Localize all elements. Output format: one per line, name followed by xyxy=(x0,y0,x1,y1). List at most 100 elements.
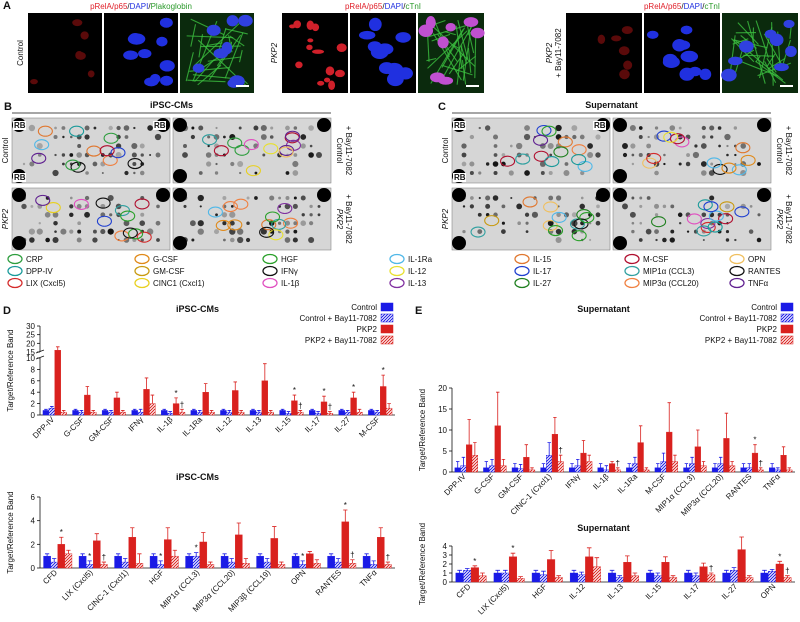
error-bar xyxy=(556,575,561,578)
spot-circle xyxy=(35,194,51,206)
blot-spot xyxy=(701,170,707,176)
bar xyxy=(546,455,553,473)
blot-spot xyxy=(229,237,235,243)
error-bar xyxy=(168,411,172,414)
reference-spot xyxy=(596,188,610,202)
error-bar xyxy=(473,442,477,456)
error-bar xyxy=(222,553,227,557)
fiber xyxy=(467,47,472,73)
nucleus-signal xyxy=(293,20,302,29)
blot-spot xyxy=(469,170,474,176)
fiber xyxy=(238,50,243,63)
fiber xyxy=(474,37,477,79)
nucleus xyxy=(769,33,784,47)
x-tick-label: HGF xyxy=(530,582,548,600)
blot-spot xyxy=(237,228,244,235)
panel-letter: D xyxy=(3,305,11,317)
error-bar xyxy=(150,394,155,404)
nucleus xyxy=(688,66,702,77)
reference-spot xyxy=(173,188,187,202)
bar xyxy=(320,401,328,416)
y-tick-label: 4 xyxy=(31,517,36,526)
significance-marker: † xyxy=(709,564,713,573)
bar xyxy=(291,555,300,569)
spot-circle xyxy=(136,231,152,243)
bar xyxy=(263,561,271,569)
blot-spot xyxy=(123,220,130,227)
error-bar xyxy=(73,408,78,411)
caption-part: DAPI xyxy=(385,2,404,11)
blot-spot xyxy=(702,135,706,139)
error-bar xyxy=(570,463,574,468)
error-bar xyxy=(769,569,775,572)
blot-spot xyxy=(685,161,691,167)
error-bar xyxy=(137,553,142,564)
error-bar xyxy=(123,558,128,563)
error-bar xyxy=(165,527,170,540)
bar xyxy=(119,411,126,416)
fiber xyxy=(755,20,769,58)
nucleus-signal xyxy=(334,69,345,78)
image-caption: pRelA/p65/DAPI/cTnI xyxy=(345,2,421,11)
reference-label: RB xyxy=(14,173,26,182)
row-label: + Bay11-7082 xyxy=(554,28,563,78)
legend-label: IFNγ xyxy=(281,267,298,276)
blot-spot xyxy=(501,221,505,225)
error-bar xyxy=(87,560,92,565)
x-tick-label: IL-1Ra xyxy=(616,472,640,496)
blot-spot xyxy=(317,204,321,208)
blot-spot xyxy=(548,171,553,175)
blot-spot xyxy=(595,212,601,218)
spot-circle xyxy=(213,145,229,157)
error-bar xyxy=(316,411,320,414)
blot-spot xyxy=(484,125,491,131)
blot-spot xyxy=(300,134,307,140)
bar xyxy=(528,469,536,473)
error-bar xyxy=(201,532,206,542)
blot-spot xyxy=(630,143,636,149)
nucleus xyxy=(206,24,221,36)
bar xyxy=(261,380,268,416)
bar xyxy=(717,463,724,473)
bar xyxy=(297,411,304,416)
error-bar xyxy=(553,417,557,435)
blot-spot xyxy=(254,196,258,200)
nucleus xyxy=(699,68,712,81)
bar xyxy=(48,407,55,416)
bar xyxy=(135,563,144,569)
blot-spot xyxy=(622,143,628,149)
blot xyxy=(11,187,171,251)
blot-spot xyxy=(215,213,218,217)
y-tick-label: 4 xyxy=(31,388,36,397)
spot-circle xyxy=(227,219,243,231)
bar xyxy=(501,572,510,583)
bar xyxy=(786,469,793,473)
error-bar xyxy=(345,410,350,413)
nucleus-signal xyxy=(306,44,313,51)
reference-spot xyxy=(12,236,26,250)
blot-spot xyxy=(646,143,652,149)
blot-spot xyxy=(663,153,666,157)
blot-spot xyxy=(36,228,43,235)
error-bar xyxy=(690,456,694,464)
error-bar xyxy=(115,553,121,557)
bar xyxy=(660,461,667,473)
error-bar xyxy=(510,552,516,557)
blot-spot xyxy=(595,152,601,158)
error-bar xyxy=(307,551,312,554)
blot-spot xyxy=(69,196,73,200)
blot-spot xyxy=(540,171,545,175)
blot-spot xyxy=(470,196,474,200)
blot-spot xyxy=(469,134,475,140)
legend-label: CINC1 (Cxcl1) xyxy=(153,279,205,288)
blot-spot xyxy=(587,143,593,149)
x-tick-label: GM-CSF xyxy=(496,472,525,501)
blot-spot xyxy=(293,229,298,234)
x-tick-label: HGF xyxy=(147,568,165,586)
spot-circle xyxy=(96,215,112,227)
significance-marker: * xyxy=(301,552,304,561)
blot-spot xyxy=(156,238,160,242)
x-tick-label: IL-13 xyxy=(606,582,626,602)
bar xyxy=(494,425,501,473)
blot-spot xyxy=(595,134,601,140)
